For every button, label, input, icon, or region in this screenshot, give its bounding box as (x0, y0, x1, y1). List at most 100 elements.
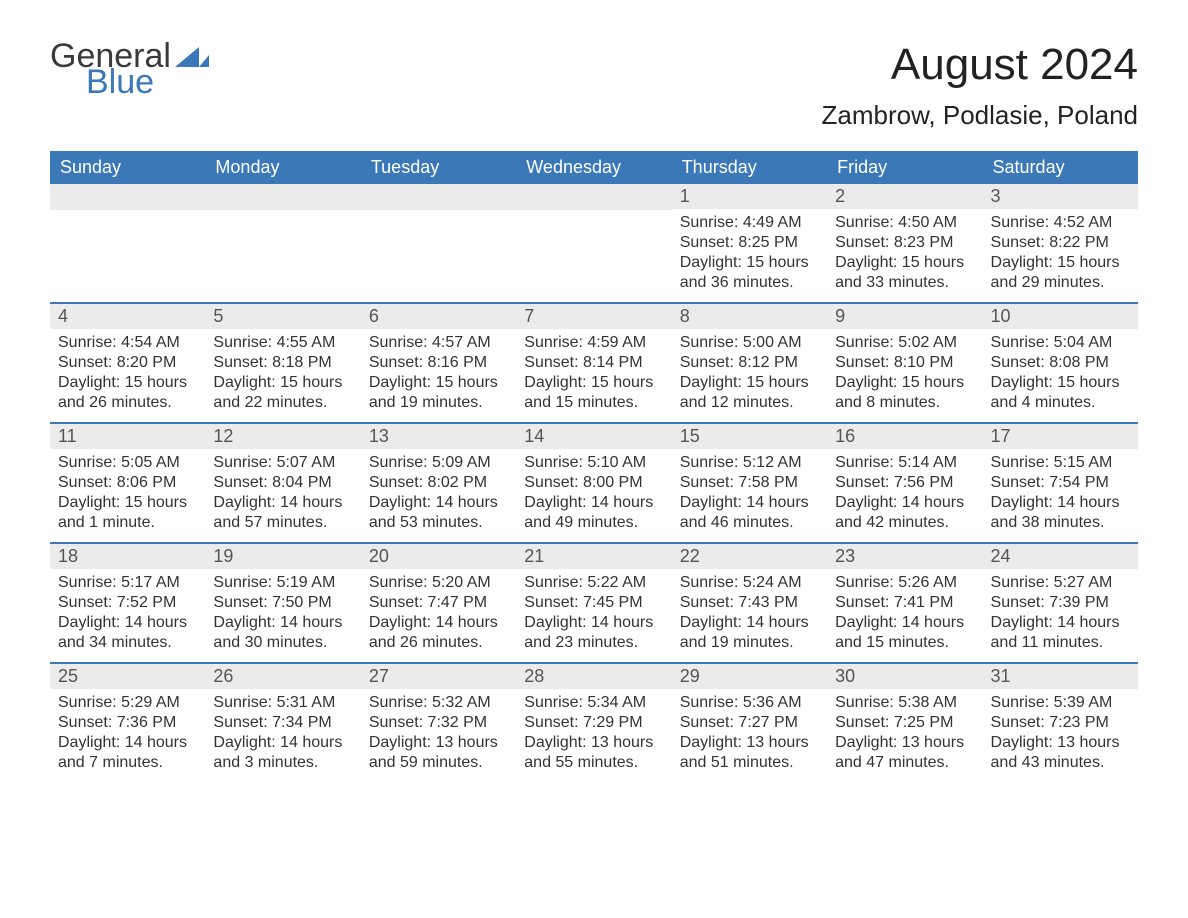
day-number: 30 (827, 664, 982, 689)
daylight-text: Daylight: 14 hours and 7 minutes. (58, 733, 197, 773)
sunset-text: Sunset: 7:43 PM (680, 593, 819, 613)
day-number: 5 (205, 304, 360, 329)
calendar-cell: 12Sunrise: 5:07 AMSunset: 8:04 PMDayligh… (205, 424, 360, 542)
daylight-text: Daylight: 13 hours and 55 minutes. (524, 733, 663, 773)
sunrise-text: Sunrise: 5:05 AM (58, 453, 197, 473)
sunrise-text: Sunrise: 5:24 AM (680, 573, 819, 593)
calendar-cell: 23Sunrise: 5:26 AMSunset: 7:41 PMDayligh… (827, 544, 982, 662)
sunrise-text: Sunrise: 5:04 AM (991, 333, 1130, 353)
day-number: 17 (983, 424, 1138, 449)
daylight-text: Daylight: 15 hours and 22 minutes. (213, 373, 352, 413)
sunrise-text: Sunrise: 5:38 AM (835, 693, 974, 713)
day-details: Sunrise: 5:29 AMSunset: 7:36 PMDaylight:… (50, 689, 205, 781)
calendar-body: 1Sunrise: 4:49 AMSunset: 8:25 PMDaylight… (50, 184, 1138, 782)
daylight-text: Daylight: 15 hours and 33 minutes. (835, 253, 974, 293)
day-number: 24 (983, 544, 1138, 569)
daylight-text: Daylight: 14 hours and 57 minutes. (213, 493, 352, 533)
sunrise-text: Sunrise: 4:54 AM (58, 333, 197, 353)
calendar-cell: 9Sunrise: 5:02 AMSunset: 8:10 PMDaylight… (827, 304, 982, 422)
calendar-cell: 8Sunrise: 5:00 AMSunset: 8:12 PMDaylight… (672, 304, 827, 422)
calendar-cell (361, 184, 516, 302)
day-details: Sunrise: 4:52 AMSunset: 8:22 PMDaylight:… (983, 209, 1138, 301)
day-number: 15 (672, 424, 827, 449)
daylight-text: Daylight: 15 hours and 15 minutes. (524, 373, 663, 413)
empty-day (516, 184, 671, 210)
day-number: 9 (827, 304, 982, 329)
sunset-text: Sunset: 7:23 PM (991, 713, 1130, 733)
sunrise-text: Sunrise: 5:31 AM (213, 693, 352, 713)
location: Zambrow, Podlasie, Poland (821, 100, 1138, 131)
sunset-text: Sunset: 7:36 PM (58, 713, 197, 733)
daylight-text: Daylight: 14 hours and 3 minutes. (213, 733, 352, 773)
calendar-cell: 27Sunrise: 5:32 AMSunset: 7:32 PMDayligh… (361, 664, 516, 782)
sunrise-text: Sunrise: 4:59 AM (524, 333, 663, 353)
day-details: Sunrise: 5:39 AMSunset: 7:23 PMDaylight:… (983, 689, 1138, 781)
sunset-text: Sunset: 8:14 PM (524, 353, 663, 373)
day-number: 29 (672, 664, 827, 689)
sunset-text: Sunset: 7:50 PM (213, 593, 352, 613)
sunset-text: Sunset: 8:23 PM (835, 233, 974, 253)
sunset-text: Sunset: 8:16 PM (369, 353, 508, 373)
day-details: Sunrise: 5:02 AMSunset: 8:10 PMDaylight:… (827, 329, 982, 421)
day-details: Sunrise: 5:26 AMSunset: 7:41 PMDaylight:… (827, 569, 982, 661)
day-number: 31 (983, 664, 1138, 689)
sunset-text: Sunset: 8:06 PM (58, 473, 197, 493)
calendar-cell: 6Sunrise: 4:57 AMSunset: 8:16 PMDaylight… (361, 304, 516, 422)
brand-logo: General Blue (50, 40, 209, 99)
day-details: Sunrise: 4:49 AMSunset: 8:25 PMDaylight:… (672, 209, 827, 301)
day-details: Sunrise: 4:54 AMSunset: 8:20 PMDaylight:… (50, 329, 205, 421)
day-number: 26 (205, 664, 360, 689)
day-number: 28 (516, 664, 671, 689)
day-header: Friday (827, 151, 982, 184)
sunset-text: Sunset: 7:47 PM (369, 593, 508, 613)
sunset-text: Sunset: 8:08 PM (991, 353, 1130, 373)
day-header: Monday (205, 151, 360, 184)
day-details: Sunrise: 5:19 AMSunset: 7:50 PMDaylight:… (205, 569, 360, 661)
daylight-text: Daylight: 14 hours and 11 minutes. (991, 613, 1130, 653)
calendar-cell: 5Sunrise: 4:55 AMSunset: 8:18 PMDaylight… (205, 304, 360, 422)
daylight-text: Daylight: 15 hours and 36 minutes. (680, 253, 819, 293)
day-details: Sunrise: 5:14 AMSunset: 7:56 PMDaylight:… (827, 449, 982, 541)
day-number: 14 (516, 424, 671, 449)
sunrise-text: Sunrise: 5:34 AM (524, 693, 663, 713)
sunset-text: Sunset: 8:02 PM (369, 473, 508, 493)
calendar-cell: 13Sunrise: 5:09 AMSunset: 8:02 PMDayligh… (361, 424, 516, 542)
calendar-cell: 30Sunrise: 5:38 AMSunset: 7:25 PMDayligh… (827, 664, 982, 782)
calendar-cell: 16Sunrise: 5:14 AMSunset: 7:56 PMDayligh… (827, 424, 982, 542)
header: General Blue August 2024 Zambrow, Podlas… (50, 40, 1138, 143)
sunrise-text: Sunrise: 5:27 AM (991, 573, 1130, 593)
calendar-cell: 19Sunrise: 5:19 AMSunset: 7:50 PMDayligh… (205, 544, 360, 662)
sunset-text: Sunset: 7:25 PM (835, 713, 974, 733)
daylight-text: Daylight: 15 hours and 12 minutes. (680, 373, 819, 413)
daylight-text: Daylight: 15 hours and 4 minutes. (991, 373, 1130, 413)
day-number: 19 (205, 544, 360, 569)
sunset-text: Sunset: 7:52 PM (58, 593, 197, 613)
day-details: Sunrise: 5:15 AMSunset: 7:54 PMDaylight:… (983, 449, 1138, 541)
calendar-cell: 21Sunrise: 5:22 AMSunset: 7:45 PMDayligh… (516, 544, 671, 662)
day-number: 16 (827, 424, 982, 449)
calendar-cell: 7Sunrise: 4:59 AMSunset: 8:14 PMDaylight… (516, 304, 671, 422)
sunset-text: Sunset: 7:45 PM (524, 593, 663, 613)
day-header: Wednesday (516, 151, 671, 184)
day-number: 3 (983, 184, 1138, 209)
sunset-text: Sunset: 7:54 PM (991, 473, 1130, 493)
sunrise-text: Sunrise: 5:29 AM (58, 693, 197, 713)
calendar-cell: 18Sunrise: 5:17 AMSunset: 7:52 PMDayligh… (50, 544, 205, 662)
calendar-cell: 2Sunrise: 4:50 AMSunset: 8:23 PMDaylight… (827, 184, 982, 302)
day-number: 8 (672, 304, 827, 329)
sunset-text: Sunset: 8:04 PM (213, 473, 352, 493)
day-number: 27 (361, 664, 516, 689)
daylight-text: Daylight: 13 hours and 51 minutes. (680, 733, 819, 773)
day-details: Sunrise: 5:10 AMSunset: 8:00 PMDaylight:… (516, 449, 671, 541)
logo-triangle-icon (175, 40, 209, 72)
day-details: Sunrise: 5:38 AMSunset: 7:25 PMDaylight:… (827, 689, 982, 781)
sunrise-text: Sunrise: 5:22 AM (524, 573, 663, 593)
calendar-cell (516, 184, 671, 302)
sunrise-text: Sunrise: 5:36 AM (680, 693, 819, 713)
day-details: Sunrise: 5:32 AMSunset: 7:32 PMDaylight:… (361, 689, 516, 781)
calendar-cell: 24Sunrise: 5:27 AMSunset: 7:39 PMDayligh… (983, 544, 1138, 662)
day-details: Sunrise: 5:34 AMSunset: 7:29 PMDaylight:… (516, 689, 671, 781)
calendar-cell: 17Sunrise: 5:15 AMSunset: 7:54 PMDayligh… (983, 424, 1138, 542)
calendar-cell: 26Sunrise: 5:31 AMSunset: 7:34 PMDayligh… (205, 664, 360, 782)
sunset-text: Sunset: 8:00 PM (524, 473, 663, 493)
